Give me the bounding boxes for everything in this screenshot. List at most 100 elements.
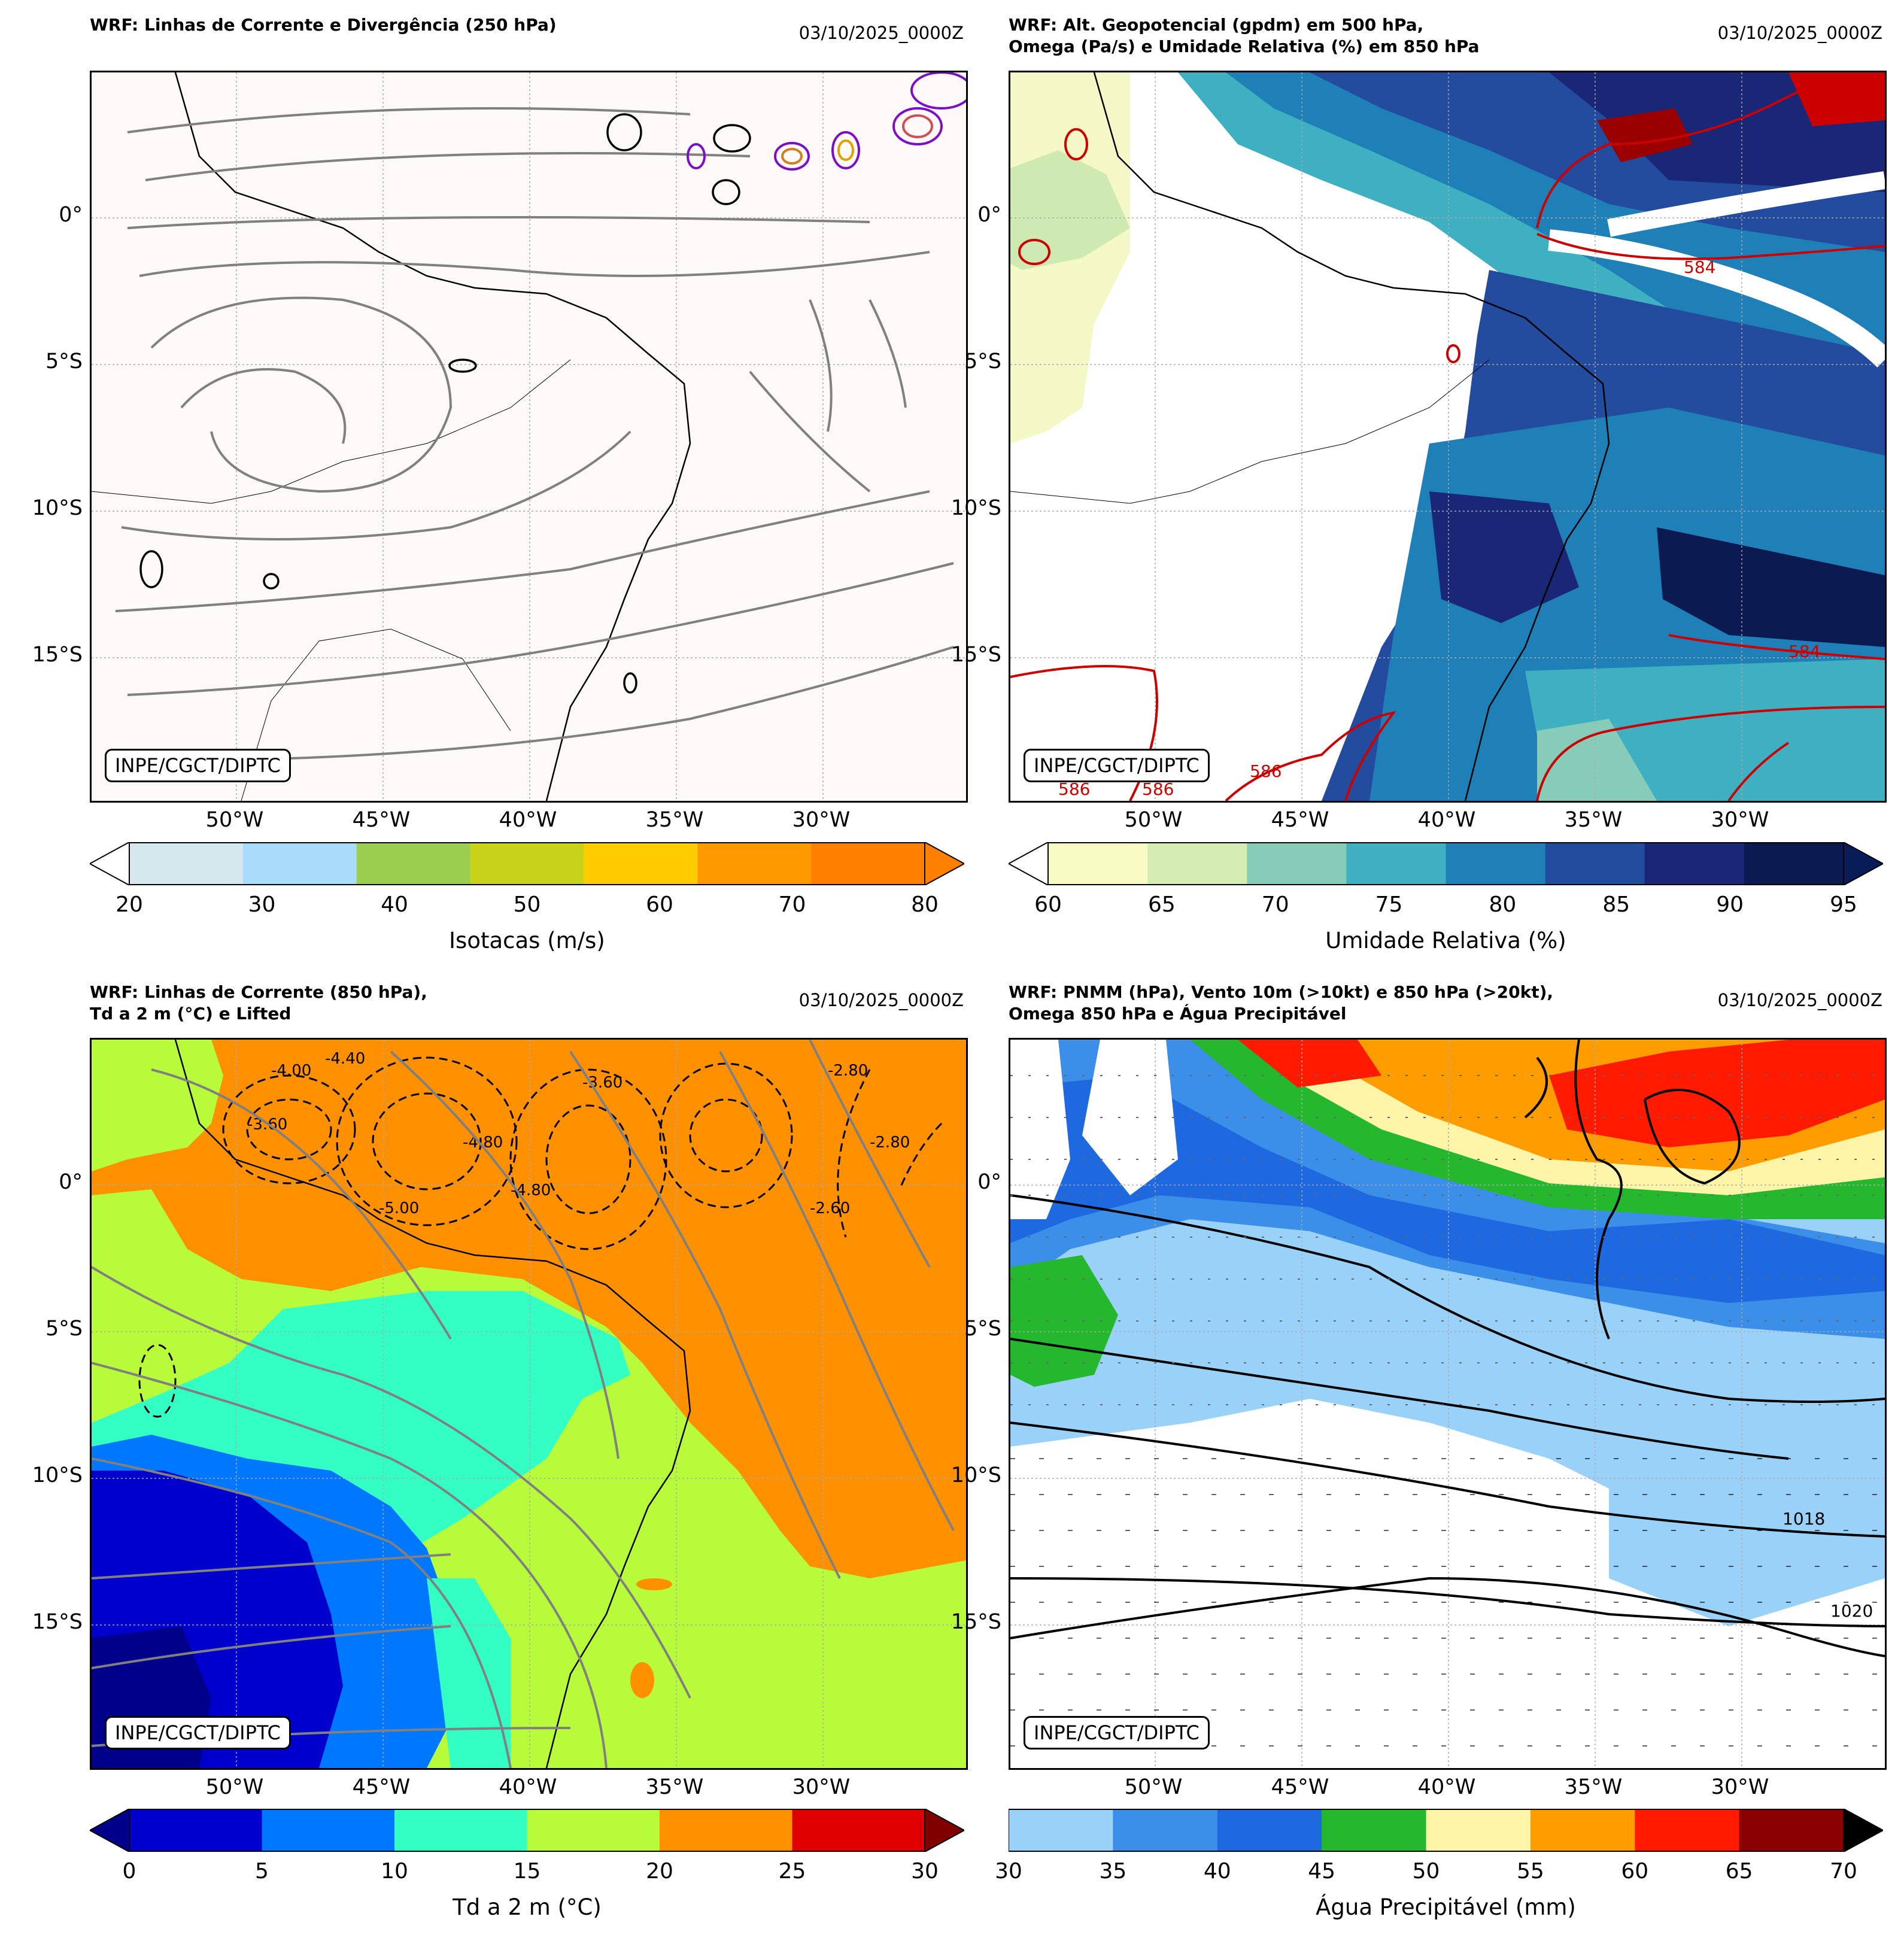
credit-box: INPE/CGCT/DIPTC (105, 749, 291, 782)
colorbar-swatch (1635, 1809, 1740, 1852)
colorbar-swatch (1739, 1809, 1844, 1852)
panel-date: 03/10/2025_0000Z (798, 990, 964, 1010)
lon-label: 40°W (499, 808, 557, 832)
map-area[interactable]: 584 584 586 586 586 INPE/CGCT/DIPTC (1009, 71, 1887, 803)
colorbar-label: Umidade Relativa (%) (1325, 928, 1566, 953)
colorbar-tick-label: 60 (1034, 892, 1062, 917)
contour-label: -4.00 (271, 1062, 311, 1080)
lat-label: 15°S (951, 643, 1001, 667)
contour-label: -3.60 (582, 1074, 622, 1092)
lon-label: 40°W (1417, 1775, 1476, 1799)
colorbar-tick-label: 20 (116, 892, 143, 917)
colorbar-swatch (792, 1809, 925, 1852)
lon-label: 50°W (205, 1775, 264, 1799)
colorbar-tick-label: 40 (1203, 1859, 1231, 1884)
colorbar-tick-label: 85 (1602, 892, 1630, 917)
colorbar (1009, 1809, 1883, 1852)
map-area[interactable]: 1018 1020 INPE/CGCT/DIPTC (1009, 1038, 1887, 1770)
colorbar-swatch (584, 842, 698, 885)
colorbar-swatch (1545, 842, 1645, 885)
colorbar-tick-label: 65 (1725, 1859, 1753, 1884)
colorbar-swatch (1530, 1809, 1635, 1852)
colorbar-tick-label: 80 (911, 892, 939, 917)
colorbar-swatch (1446, 842, 1546, 885)
colorbar-tick-label: 30 (248, 892, 276, 917)
colorbar-tick-label: 55 (1516, 1859, 1544, 1884)
lat-label: 0° (59, 1170, 83, 1194)
contour-label: -2.80 (828, 1062, 868, 1080)
panel-date: 03/10/2025_0000Z (1717, 23, 1882, 43)
colorbar-tick-label: 65 (1147, 892, 1176, 917)
lon-label: 30°W (1711, 808, 1769, 832)
colorbar-swatch (129, 1809, 262, 1852)
colorbar-swatch (356, 842, 471, 885)
lon-label: 45°W (1271, 1775, 1329, 1799)
credit-box: INPE/CGCT/DIPTC (1024, 1716, 1210, 1750)
colorbar-swatch (1426, 1809, 1531, 1852)
lon-label: 45°W (352, 808, 411, 832)
colorbar-tick-label: 90 (1716, 892, 1744, 917)
lon-label: 30°W (1711, 1775, 1769, 1799)
lon-label: 45°W (1271, 808, 1329, 832)
isobar-label: 1020 (1830, 1601, 1873, 1621)
lat-label: 5°S (45, 350, 83, 373)
lat-label: 5°S (964, 350, 1001, 373)
colorbar-swatch (1009, 1809, 1113, 1852)
map-area[interactable]: INPE/CGCT/DIPTC (90, 71, 968, 803)
lat-label: 15°S (32, 643, 83, 667)
lat-label: 0° (977, 1170, 1001, 1194)
colorbar-swatch (1217, 1809, 1322, 1852)
lon-label: 30°W (792, 1775, 851, 1799)
panel-date: 03/10/2025_0000Z (1717, 990, 1882, 1010)
colorbar-swatch (1744, 842, 1844, 885)
colorbar-extend-low (90, 842, 130, 885)
contour-label: 586 (1250, 761, 1282, 781)
colorbar-tick-label: 50 (513, 892, 541, 917)
lat-label: 10°S (32, 1463, 83, 1487)
colorbar-tick-label: 15 (513, 1859, 541, 1884)
contour-label: -4.40 (325, 1050, 365, 1068)
colorbar (1009, 842, 1883, 885)
colorbar-swatch (242, 842, 357, 885)
panel-title: WRF: PNMM (hPa), Vento 10m (>10kt) e 850… (1009, 982, 1554, 1023)
colorbar-swatch (470, 842, 584, 885)
panel-title: WRF: Linhas de Corrente e Divergência (2… (90, 15, 557, 35)
colorbar-tick-label: 20 (646, 1859, 673, 1884)
panel-date: 03/10/2025_0000Z (798, 23, 964, 43)
colorbar-tick-label: 30 (911, 1859, 939, 1884)
colorbar-tick-label: 50 (1412, 1859, 1440, 1884)
credit-box: INPE/CGCT/DIPTC (105, 1716, 291, 1750)
colorbar-tick-label: 35 (1099, 1859, 1127, 1884)
map-graphics: 584 584 586 586 586 (1010, 72, 1885, 801)
colorbar-tick-label: 45 (1308, 1859, 1336, 1884)
lon-label: 45°W (352, 1775, 411, 1799)
lat-label: 15°S (951, 1610, 1001, 1634)
colorbar-tick-label: 30 (995, 1859, 1022, 1884)
colorbar-label: Água Precipitável (mm) (1316, 1894, 1576, 1920)
colorbar-swatch (811, 842, 925, 885)
lat-label: 0° (977, 203, 1001, 227)
contour-label: 586 (1058, 779, 1090, 799)
map-graphics (92, 72, 966, 801)
contour-label: -4.80 (463, 1134, 503, 1152)
colorbar-swatch (660, 1809, 792, 1852)
colorbar-tick-label: 5 (255, 1859, 269, 1884)
map-area[interactable]: -4.00 -4.40 -3.60 -3.60 -4.80 -4.80 -5.0… (90, 1038, 968, 1770)
lat-label: 10°S (951, 496, 1001, 520)
colorbar-swatch (527, 1809, 660, 1852)
colorbar-extend-low (90, 1809, 130, 1852)
colorbar-tick-label: 75 (1375, 892, 1403, 917)
colorbar-extend-high (924, 842, 964, 885)
colorbar-label: Td a 2 m (°C) (453, 1894, 602, 1920)
colorbar (90, 842, 964, 885)
contour-label: 584 (1684, 257, 1715, 277)
contour-label: -5.00 (379, 1199, 419, 1217)
colorbar-swatch (1346, 842, 1446, 885)
lat-label: 10°S (951, 1463, 1001, 1487)
credit-box: INPE/CGCT/DIPTC (1024, 749, 1210, 782)
colorbar-swatch (1644, 842, 1745, 885)
colorbar-tick-label: 70 (1261, 892, 1289, 917)
isobar-label: 1018 (1782, 1509, 1825, 1529)
colorbar-label: Isotacas (m/s) (449, 928, 605, 953)
lon-label: 40°W (499, 1775, 557, 1799)
